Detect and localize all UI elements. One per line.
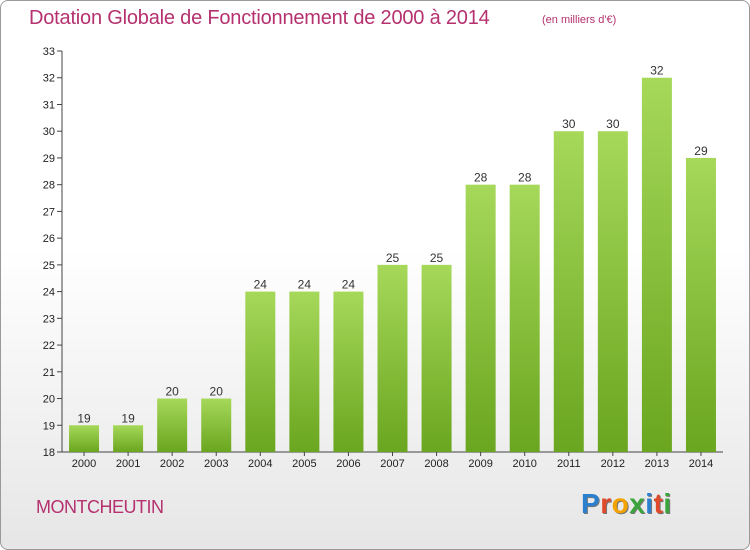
y-tick-label: 29 xyxy=(43,153,55,165)
proxiti-logo: Proxiti xyxy=(581,488,672,520)
value-label: 24 xyxy=(342,278,356,292)
bar xyxy=(245,291,276,452)
y-tick-label: 28 xyxy=(43,180,55,192)
bar xyxy=(157,398,188,452)
bar xyxy=(509,184,540,452)
bar xyxy=(641,77,672,452)
x-tick-label: 2004 xyxy=(248,458,272,470)
y-tick-label: 22 xyxy=(43,340,55,352)
x-tick-label: 2007 xyxy=(380,458,404,470)
bar xyxy=(377,264,408,452)
value-label: 19 xyxy=(121,411,135,425)
bar xyxy=(597,131,628,452)
value-label: 32 xyxy=(650,64,664,78)
logo-letter: P xyxy=(581,488,601,519)
y-tick-label: 32 xyxy=(43,73,55,85)
x-tick-label: 2002 xyxy=(160,458,184,470)
x-tick-label: 2009 xyxy=(468,458,492,470)
bar xyxy=(333,291,364,452)
x-tick-label: 2010 xyxy=(512,458,536,470)
value-label: 25 xyxy=(386,251,400,265)
bar xyxy=(553,131,584,452)
bar xyxy=(201,398,232,452)
value-label: 28 xyxy=(474,171,488,185)
y-tick-label: 21 xyxy=(43,367,55,379)
y-tick-label: 31 xyxy=(43,99,55,111)
y-tick-label: 27 xyxy=(43,206,55,218)
logo-letter: i xyxy=(645,488,654,519)
bar xyxy=(69,425,100,452)
y-tick-label: 33 xyxy=(43,46,55,58)
value-label: 19 xyxy=(77,411,91,425)
bar xyxy=(421,264,452,452)
logo-letter: x xyxy=(629,488,646,519)
value-label: 29 xyxy=(694,144,708,158)
y-tick-label: 20 xyxy=(43,394,55,406)
logo-letter: o xyxy=(611,488,630,519)
x-tick-label: 2000 xyxy=(72,458,96,470)
bar xyxy=(113,425,144,452)
x-tick-label: 2008 xyxy=(424,458,448,470)
logo-letter: t xyxy=(653,488,664,519)
x-tick-label: 2014 xyxy=(689,458,713,470)
value-label: 30 xyxy=(606,117,620,131)
value-labels: 19 19 20 20 24 24 24 25 25 28 28 30 30 32 29 xyxy=(77,64,708,426)
y-tick-label: 19 xyxy=(43,420,55,432)
x-tick-label: 2006 xyxy=(336,458,360,470)
y-tick-label: 30 xyxy=(43,126,55,138)
x-tick-label: 2005 xyxy=(292,458,316,470)
value-label: 28 xyxy=(518,171,532,185)
value-label: 24 xyxy=(298,278,312,292)
y-tick-label: 18 xyxy=(43,447,55,459)
value-label: 20 xyxy=(165,385,179,399)
logo-letter: r xyxy=(600,488,612,519)
logo-letter: i xyxy=(663,488,672,519)
x-tick-label: 2001 xyxy=(116,458,140,470)
town-name: MONTCHEUTIN xyxy=(36,497,164,517)
x-tick-label: 2011 xyxy=(557,458,581,470)
bars xyxy=(69,77,716,452)
value-label: 20 xyxy=(210,385,224,399)
chart-title: Dotation Globale de Fonctionnement de 20… xyxy=(29,7,490,29)
y-tick-label: 25 xyxy=(43,260,55,272)
bar xyxy=(289,291,320,452)
x-tick-label: 2013 xyxy=(645,458,669,470)
x-tick-label: 2003 xyxy=(204,458,228,470)
value-label: 25 xyxy=(430,251,444,265)
y-tick-label: 24 xyxy=(43,287,55,299)
value-label: 30 xyxy=(562,117,576,131)
bar xyxy=(685,157,716,452)
y-tick-label: 26 xyxy=(43,233,55,245)
y-tick-label: 23 xyxy=(43,313,55,325)
bar xyxy=(465,184,496,452)
chart-subtitle: (en milliers d'€) xyxy=(542,14,617,26)
value-label: 24 xyxy=(254,278,268,292)
x-tick-label: 2012 xyxy=(601,458,625,470)
